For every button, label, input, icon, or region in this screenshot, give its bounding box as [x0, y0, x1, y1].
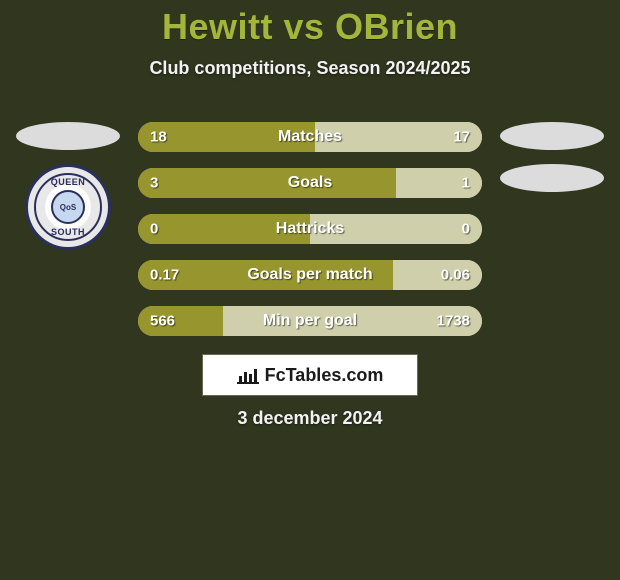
stat-value-right: 0.06: [441, 267, 470, 284]
subtitle: Club competitions, Season 2024/2025: [0, 58, 620, 79]
brand-text: FcTables.com: [265, 365, 384, 386]
stat-bar: 566 1738 Min per goal: [138, 306, 482, 336]
stat-value-right: 1: [462, 175, 470, 192]
stat-label: Matches: [278, 128, 342, 146]
stat-label: Min per goal: [263, 312, 357, 330]
club-badge-left: QUEEN QoS SOUTH: [25, 164, 111, 250]
stat-value-left: 0.17: [150, 267, 179, 284]
stat-label: Hattricks: [276, 220, 344, 238]
club-badge-bottom-text: SOUTH: [28, 227, 108, 237]
stat-value-right: 1738: [437, 313, 470, 330]
stat-bar-fill-left: [138, 168, 396, 198]
stat-label: Goals: [288, 174, 332, 192]
right-player-column: [492, 122, 612, 192]
club-badge-placeholder: [500, 164, 604, 192]
stat-bar: 0.17 0.06 Goals per match: [138, 260, 482, 290]
stat-value-left: 18: [150, 129, 167, 146]
stat-bar: 3 1 Goals: [138, 168, 482, 198]
brand-attribution: FcTables.com: [202, 354, 418, 396]
player-photo-placeholder: [500, 122, 604, 150]
stat-value-left: 3: [150, 175, 158, 192]
stat-value-right: 0: [462, 221, 470, 238]
date-text: 3 december 2024: [0, 408, 620, 429]
stat-value-left: 566: [150, 313, 175, 330]
stat-value-right: 17: [453, 129, 470, 146]
left-player-column: QUEEN QoS SOUTH: [8, 122, 128, 250]
club-badge-top-text: QUEEN: [28, 177, 108, 187]
page-title: Hewitt vs OBrien: [0, 0, 620, 48]
player-photo-placeholder: [16, 122, 120, 150]
stat-value-left: 0: [150, 221, 158, 238]
stat-bar: 18 17 Matches: [138, 122, 482, 152]
stat-bar: 0 0 Hattricks: [138, 214, 482, 244]
chart-icon: [237, 366, 259, 384]
comparison-bars: 18 17 Matches 3 1 Goals 0 0 Hattricks 0.17 0.06 Goa…: [138, 122, 482, 336]
stat-label: Goals per match: [247, 266, 372, 284]
